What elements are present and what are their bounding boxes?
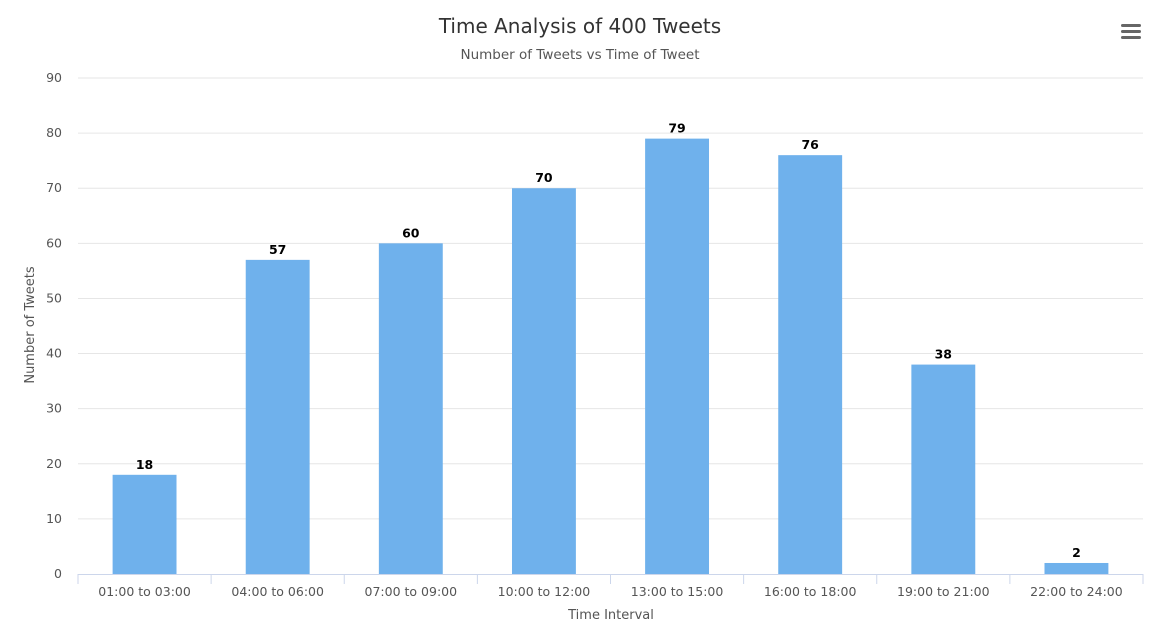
data-labels: 18 57 60 70 79 76 38 2 [136,121,1081,560]
bar[interactable] [645,138,710,574]
y-tick-label: 30 [46,401,62,416]
y-axis-ticks: 0 10 20 30 40 50 60 70 80 90 [46,70,62,581]
bar-value-label: 76 [801,137,819,152]
bar[interactable] [511,188,576,574]
gridlines [78,77,1143,575]
y-tick-label: 0 [54,566,62,581]
y-tick-label: 50 [46,290,62,305]
bar[interactable] [1044,562,1109,574]
bar-value-label: 18 [136,457,153,472]
y-tick-label: 70 [46,180,62,195]
y-tick-label: 10 [46,511,62,526]
x-tick-label: 10:00 to 12:00 [498,584,591,599]
x-tick-label: 16:00 to 18:00 [764,584,857,599]
bar[interactable] [378,243,443,575]
hamburger-menu-icon [1121,24,1141,39]
x-tick-label: 22:00 to 24:00 [1030,584,1123,599]
chart-menu-button[interactable] [1114,17,1148,47]
y-axis-title: Number of Tweets [23,266,38,384]
chart-title: Time Analysis of 400 Tweets [438,14,721,38]
bar[interactable] [778,155,843,574]
y-tick-label: 60 [46,235,62,250]
x-tick-label: 19:00 to 21:00 [897,584,990,599]
bar-value-label: 2 [1072,545,1081,560]
bar-value-label: 60 [402,225,420,240]
y-tick-label: 80 [46,125,62,140]
bar[interactable] [911,364,976,574]
x-tick-label: 07:00 to 09:00 [365,584,458,599]
bar[interactable] [112,474,177,574]
x-axis-ticks: 01:00 to 03:00 04:00 to 06:00 07:00 to 09:… [77,574,1144,599]
bars [112,138,1109,575]
bar-value-label: 79 [668,121,685,136]
bar-value-label: 38 [935,347,952,362]
x-tick-label: 04:00 to 06:00 [231,584,324,599]
y-tick-label: 20 [46,456,62,471]
x-axis-title: Time Interval [567,608,654,623]
y-tick-label: 40 [46,346,62,361]
y-tick-label: 90 [46,70,62,85]
bar-value-label: 70 [535,170,553,185]
bar[interactable] [245,259,310,574]
x-tick-label: 13:00 to 15:00 [631,584,724,599]
chart-subtitle: Number of Tweets vs Time of Tweet [460,47,699,63]
x-tick-label: 01:00 to 03:00 [98,584,191,599]
bar-value-label: 57 [269,242,286,257]
